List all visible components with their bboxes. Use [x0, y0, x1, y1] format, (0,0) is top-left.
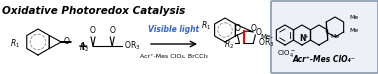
- Text: O: O: [109, 26, 115, 35]
- Text: Me-: Me-: [260, 34, 273, 40]
- Text: OR$_3$: OR$_3$: [124, 40, 140, 52]
- Text: ClO$_4^-$: ClO$_4^-$: [277, 48, 296, 59]
- Text: N: N: [299, 34, 305, 42]
- Text: O: O: [63, 37, 69, 46]
- Text: Oxidative Photoredox Catalysis: Oxidative Photoredox Catalysis: [2, 6, 185, 16]
- FancyBboxPatch shape: [271, 1, 378, 73]
- Text: +: +: [304, 34, 308, 38]
- Text: Acr⁺-Mes ClO₄, BrCCl₃: Acr⁺-Mes ClO₄, BrCCl₃: [140, 54, 208, 59]
- Text: Acr⁺-Mes ClO₄⁻: Acr⁺-Mes ClO₄⁻: [293, 55, 356, 64]
- Text: $R_2$: $R_2$: [224, 39, 234, 51]
- Text: +: +: [78, 40, 88, 52]
- Text: Visible light: Visible light: [149, 25, 200, 34]
- Text: OR$_3$: OR$_3$: [259, 37, 275, 49]
- Text: Me: Me: [349, 15, 358, 20]
- Text: $R_2$: $R_2$: [79, 42, 89, 54]
- Text: O: O: [234, 24, 240, 33]
- Text: $R_1$: $R_1$: [10, 38, 20, 50]
- Text: Me: Me: [349, 28, 358, 32]
- Text: $R_1$: $R_1$: [201, 20, 211, 32]
- Text: O: O: [251, 24, 256, 33]
- Text: O: O: [90, 26, 96, 35]
- Text: Me: Me: [330, 34, 339, 39]
- Text: O: O: [256, 28, 261, 36]
